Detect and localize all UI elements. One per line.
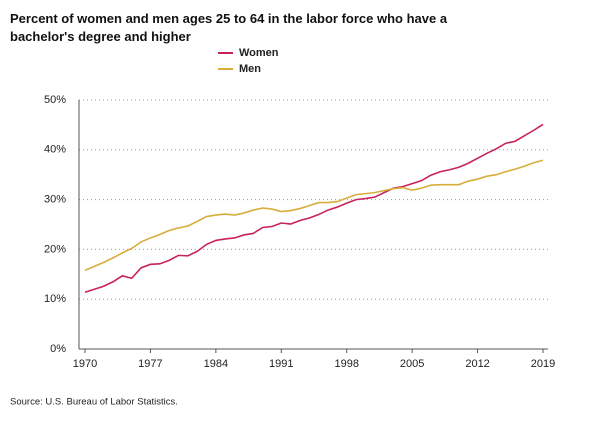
x-tick-label: 1991 (269, 358, 293, 370)
y-tick-label: 30% (44, 194, 66, 206)
legend-label: Women (239, 47, 279, 59)
x-tick-label: 2019 (531, 358, 555, 370)
series-line (84, 159, 544, 272)
x-tick-label: 2005 (400, 358, 424, 370)
y-tick-label: 0% (50, 343, 66, 355)
y-tick-label: 40% (44, 144, 66, 156)
y-tick-label: 50% (44, 94, 66, 106)
source-note: Source: U.S. Bureau of Labor Statistics. (10, 397, 178, 408)
x-tick-label: 1970 (73, 358, 97, 370)
x-tick-label: 2012 (465, 358, 489, 370)
legend-label: Men (239, 63, 261, 75)
x-tick-label: 1977 (138, 358, 162, 370)
y-tick-label: 10% (44, 293, 66, 305)
chart-title: Percent of women and men ages 25 to 64 i… (10, 11, 448, 44)
x-tick-label: 1998 (334, 358, 358, 370)
x-tick-label: 1984 (204, 358, 228, 370)
series-line (84, 123, 544, 293)
y-tick-label: 20% (44, 243, 66, 255)
